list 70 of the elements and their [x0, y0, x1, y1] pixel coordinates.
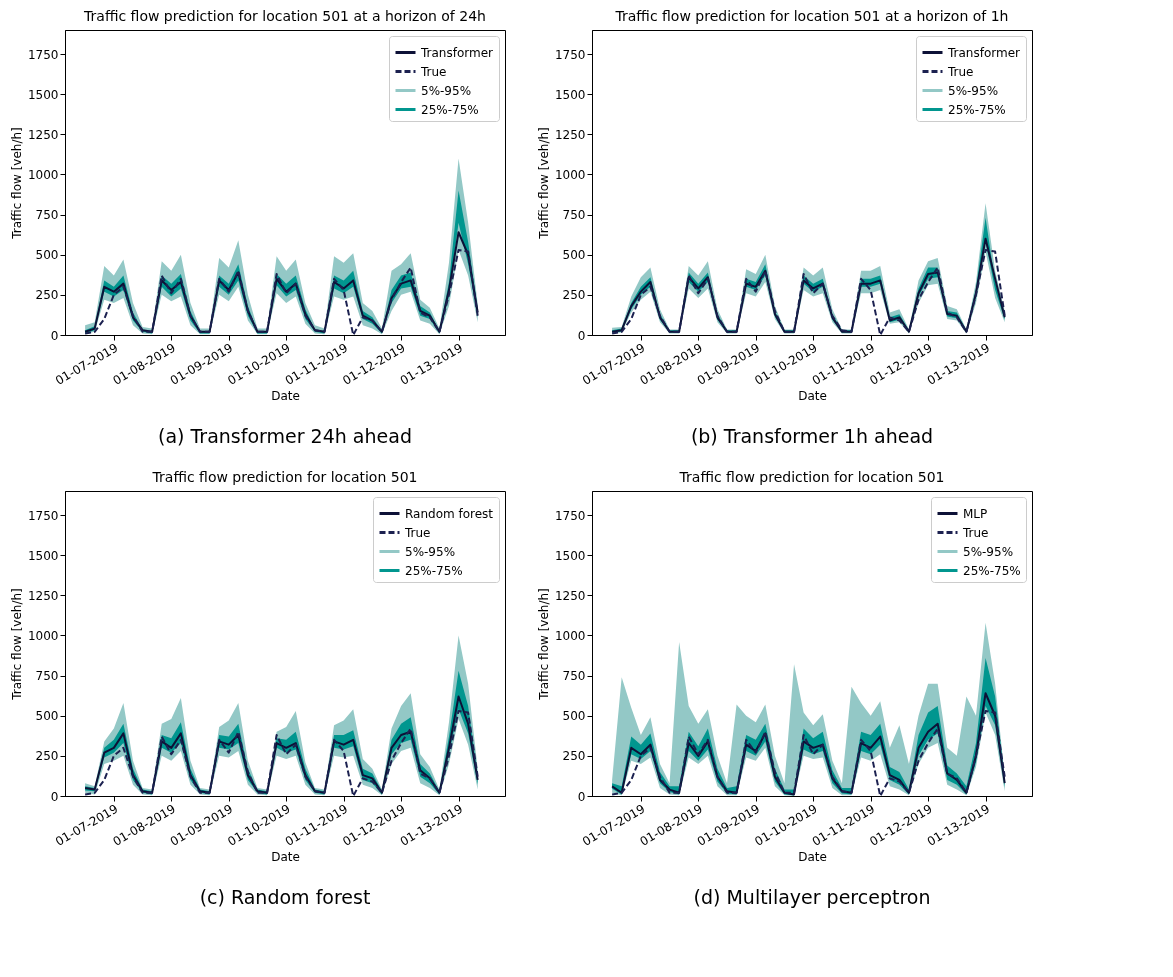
- y-tick-label: 1250: [554, 588, 586, 603]
- y-tick-label: 250: [562, 749, 586, 764]
- y-tick-label: 0: [50, 328, 59, 343]
- legend-label: Random forest: [405, 506, 494, 521]
- legend-label: True: [962, 525, 989, 540]
- y-tick-label: 500: [35, 248, 59, 263]
- x-axis-title: Date: [271, 388, 300, 403]
- y-tick-label: 250: [35, 288, 59, 303]
- y-tick-label: 750: [35, 669, 59, 684]
- legend-label: Transformer: [420, 45, 494, 60]
- y-axis-title: Traffic flow [veh/h]: [9, 588, 24, 701]
- y-axis-title: Traffic flow [veh/h]: [536, 127, 551, 240]
- y-tick-label: 500: [562, 709, 586, 724]
- chart-title: Traffic flow prediction for location 501: [151, 469, 418, 485]
- line-series: [84, 695, 479, 794]
- chart-title: Traffic flow prediction for location 501: [678, 469, 945, 485]
- line-series: [611, 709, 1006, 797]
- y-tick-label: 1500: [554, 87, 586, 102]
- x-axis-title: Date: [798, 849, 827, 864]
- line-series: [84, 231, 479, 333]
- legend-label: 25%-75%: [948, 102, 1006, 117]
- x-axis-title: Date: [271, 849, 300, 864]
- y-tick-label: 250: [562, 288, 586, 303]
- y-tick-label: 1750: [554, 508, 586, 523]
- y-tick-label: 1750: [27, 508, 59, 523]
- y-tick-label: 1000: [27, 628, 59, 643]
- text: (c) Random forest: [199, 886, 371, 908]
- y-tick-label: 750: [35, 208, 59, 223]
- line-series: [84, 709, 479, 797]
- y-tick-label: 1000: [554, 628, 586, 643]
- y-axis-title: Traffic flow [veh/h]: [9, 127, 24, 240]
- chart-title: Traffic flow prediction for location 501 at a horizon of 1h: [614, 8, 1009, 24]
- y-axis-title: Traffic flow [veh/h]: [536, 588, 551, 701]
- legend-label: 5%-95%: [421, 83, 472, 98]
- text: (b) Transformer 1h ahead: [690, 425, 934, 447]
- y-tick-label: 0: [50, 789, 59, 804]
- legend-label: 25%-75%: [421, 102, 479, 117]
- y-tick-label: 1750: [27, 47, 59, 62]
- y-tick-label: 750: [562, 669, 586, 684]
- y-tick-label: 0: [577, 789, 586, 804]
- text: (a) Transformer 24h ahead: [158, 425, 412, 447]
- legend-label: 5%-95%: [405, 544, 456, 559]
- y-tick-label: 1250: [554, 127, 586, 142]
- x-axis-title: Date: [798, 388, 827, 403]
- legend-label: True: [947, 64, 974, 79]
- y-tick-label: 1000: [554, 167, 586, 182]
- legend-label: 5%-95%: [963, 544, 1014, 559]
- legend-label: MLP: [963, 506, 988, 521]
- y-tick-label: 0: [577, 328, 586, 343]
- legend-label: 25%-75%: [963, 563, 1021, 578]
- y-tick-label: 1250: [27, 588, 59, 603]
- y-tick-label: 1750: [554, 47, 586, 62]
- legend-label: 5%-95%: [948, 83, 999, 98]
- y-tick-label: 500: [35, 709, 59, 724]
- legend-label: True: [420, 64, 447, 79]
- chart-title: Traffic flow prediction for location 501 at a horizon of 24h: [83, 8, 486, 24]
- line-series: [611, 692, 1006, 796]
- y-tick-label: 1500: [27, 87, 59, 102]
- legend-label: 25%-75%: [405, 563, 463, 578]
- y-tick-label: 500: [562, 248, 586, 263]
- y-tick-label: 1500: [554, 548, 586, 563]
- legend-label: True: [404, 525, 431, 540]
- y-tick-label: 750: [562, 208, 586, 223]
- text: (d) Multilayer perceptron: [693, 886, 931, 908]
- line-series: [84, 248, 479, 336]
- y-tick-label: 1250: [27, 127, 59, 142]
- y-tick-label: 1000: [27, 167, 59, 182]
- legend-label: Transformer: [947, 45, 1021, 60]
- y-tick-label: 1500: [27, 548, 59, 563]
- y-tick-label: 250: [35, 749, 59, 764]
